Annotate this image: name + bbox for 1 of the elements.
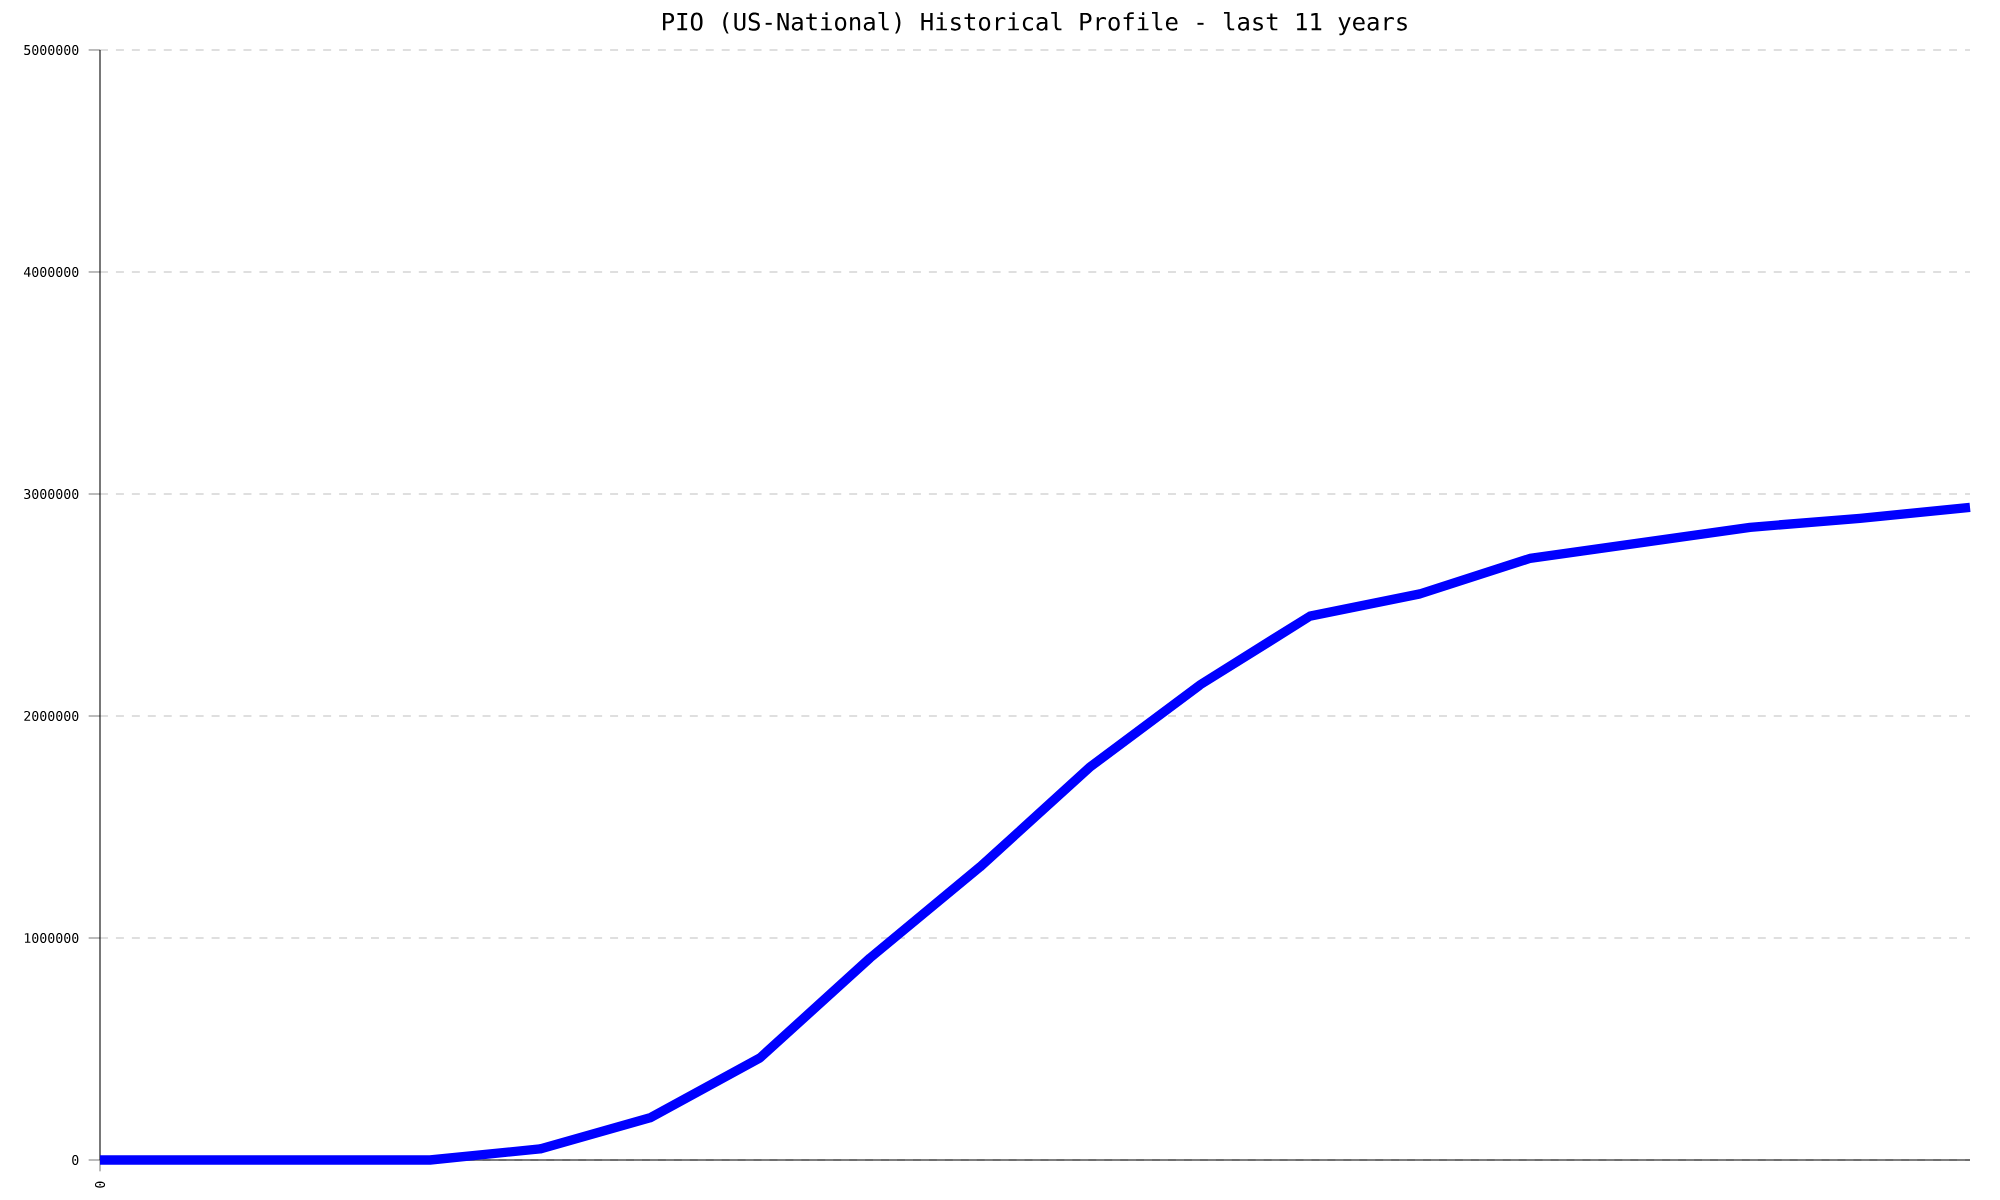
chart-title: PIO (US-National) Historical Profile - last 11 years xyxy=(663,12,1407,36)
